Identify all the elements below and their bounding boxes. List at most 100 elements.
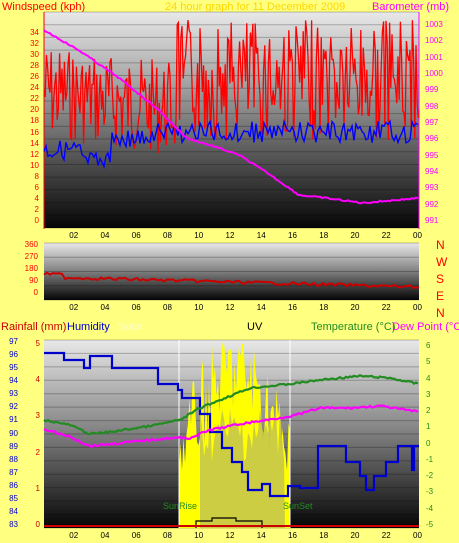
time-tick-label: 00: [413, 531, 422, 540]
time-tick-label: 02: [69, 303, 79, 312]
direction-tick-label: 360: [24, 240, 38, 249]
humidity-tick-label: 95: [9, 363, 18, 373]
temperature-tick-label: 2: [426, 406, 431, 416]
time-tick-label: 14: [256, 231, 266, 240]
temperature-tick-label: 3: [426, 389, 431, 399]
time-tick-label: 08: [163, 531, 172, 540]
dewpoint-axis-title: Dew Point (°C): [392, 321, 459, 333]
time-tick-label: 06: [131, 531, 141, 540]
time-tick-label: 12: [225, 303, 235, 312]
rainfall-tick-label: 1: [35, 483, 40, 493]
time-tick-label: 04: [100, 231, 110, 240]
windspeed-tick-label: 22: [30, 94, 39, 104]
sunset-label: SunSet: [283, 501, 313, 511]
direction-tick-label: 90: [29, 276, 38, 285]
humidity-tick-label: 93: [9, 389, 18, 399]
humidity-tick-label: 83: [9, 520, 18, 529]
uv-line: [195, 517, 263, 528]
rainfall-tick-label: 0: [35, 520, 40, 529]
humidity-line: [44, 351, 419, 498]
rainfall-tick-label: 3: [35, 411, 40, 421]
barometer-tick-label: 1003: [425, 20, 443, 29]
windspeed-tick-label: 28: [30, 61, 39, 71]
barometer-tick-label: 993: [425, 183, 439, 193]
windspeed-tick-label: 32: [30, 39, 39, 49]
rainfall-axis-title: Rainfall (mm): [1, 321, 67, 333]
graph-title: 24 hour graph for 11 December 2009: [165, 1, 346, 13]
time-tick-label: 22: [381, 231, 391, 240]
time-tick-label: 02: [69, 231, 79, 240]
humidity-tick-label: 86: [9, 480, 18, 490]
compass-letter: E: [436, 289, 445, 303]
time-tick-label: 22: [381, 531, 391, 540]
time-tick-label: 20: [350, 303, 360, 312]
windspeed-tick-label: 26: [30, 72, 39, 82]
windspeed-tick-label: 6: [34, 182, 39, 192]
barometer-tick-label: 994: [425, 167, 439, 176]
temperature-tick-label: -5: [426, 520, 434, 529]
barometer-tick-label: 991: [425, 216, 439, 225]
compass-letter: S: [436, 272, 445, 286]
windspeed-tick-label: 0: [34, 216, 39, 225]
time-tick-label: 00: [413, 303, 422, 312]
humidity-tick-label: 97: [9, 337, 18, 346]
uv-axis-title: UV: [247, 321, 263, 333]
barometer-tick-label: 1000: [425, 69, 443, 78]
windspeed-tick-label: 34: [30, 28, 39, 37]
rainfall-tick-label: 4: [35, 375, 40, 385]
humidity-tick-label: 88: [9, 454, 18, 464]
temperature-tick-label: -3: [426, 487, 434, 497]
temperature-tick-label: -2: [426, 471, 434, 481]
windspeed-tick-label: 20: [30, 105, 39, 115]
middle-plot-area: [44, 243, 419, 300]
time-tick-label: 10: [194, 531, 204, 540]
solar-axis-title: Solar: [118, 321, 144, 333]
time-tick-label: 08: [163, 303, 172, 312]
humidity-tick-label: 87: [9, 467, 18, 477]
time-tick-label: 18: [319, 231, 329, 240]
windspeed-average-line: [43, 118, 419, 169]
time-tick-label: 18: [319, 531, 329, 540]
humidity-axis-title: Humidity: [67, 321, 110, 333]
time-tick-label: 16: [288, 231, 297, 240]
temperature-line: [43, 373, 419, 436]
direction-tick-label: 180: [24, 264, 38, 273]
windspeed-tick-label: 12: [30, 149, 39, 159]
windspeed-tick-label: 2: [34, 204, 39, 214]
time-tick-label: 08: [163, 231, 172, 240]
compass-letter: N: [436, 238, 445, 252]
wind-direction-line: [43, 271, 420, 289]
windspeed-tick-label: 10: [30, 160, 39, 170]
compass-letter: N: [436, 306, 445, 320]
time-tick-label: 16: [288, 303, 297, 312]
temperature-tick-label: 1: [426, 422, 431, 432]
humidity-tick-label: 96: [9, 350, 18, 360]
time-tick-label: 02: [69, 531, 79, 540]
time-tick-label: 10: [194, 231, 204, 240]
barometer-tick-label: 997: [425, 118, 439, 127]
humidity-tick-label: 90: [9, 428, 18, 438]
windspeed-tick-label: 14: [30, 138, 39, 148]
time-tick-label: 06: [131, 231, 141, 240]
barometer-tick-label: 998: [425, 101, 439, 111]
temperature-tick-label: 5: [426, 357, 431, 367]
dewpoint-line: [43, 404, 419, 448]
barometer-tick-label: 995: [425, 150, 439, 160]
temperature-tick-label: 6: [426, 341, 431, 350]
windspeed-tick-label: 24: [30, 83, 39, 93]
temperature-tick-label: 4: [426, 373, 431, 383]
time-tick-label: 14: [256, 531, 266, 540]
time-tick-label: 12: [225, 531, 235, 540]
time-tick-label: 04: [100, 303, 110, 312]
compass-letter: W: [436, 255, 448, 269]
time-tick-label: 20: [350, 231, 360, 240]
windspeed-tick-label: 18: [30, 116, 39, 126]
windspeed-gust-line: [43, 20, 420, 154]
temperature-tick-label: -1: [426, 454, 434, 464]
barometer-axis-title: Barometer (mb): [372, 1, 450, 13]
windspeed-tick-label: 16: [30, 127, 39, 137]
windspeed-tick-label: 4: [34, 193, 39, 203]
sunrise-label: SunRise: [163, 501, 198, 511]
rainfall-tick-label: 2: [35, 447, 40, 457]
windspeed-axis-title: Windspeed (kph): [2, 1, 86, 13]
